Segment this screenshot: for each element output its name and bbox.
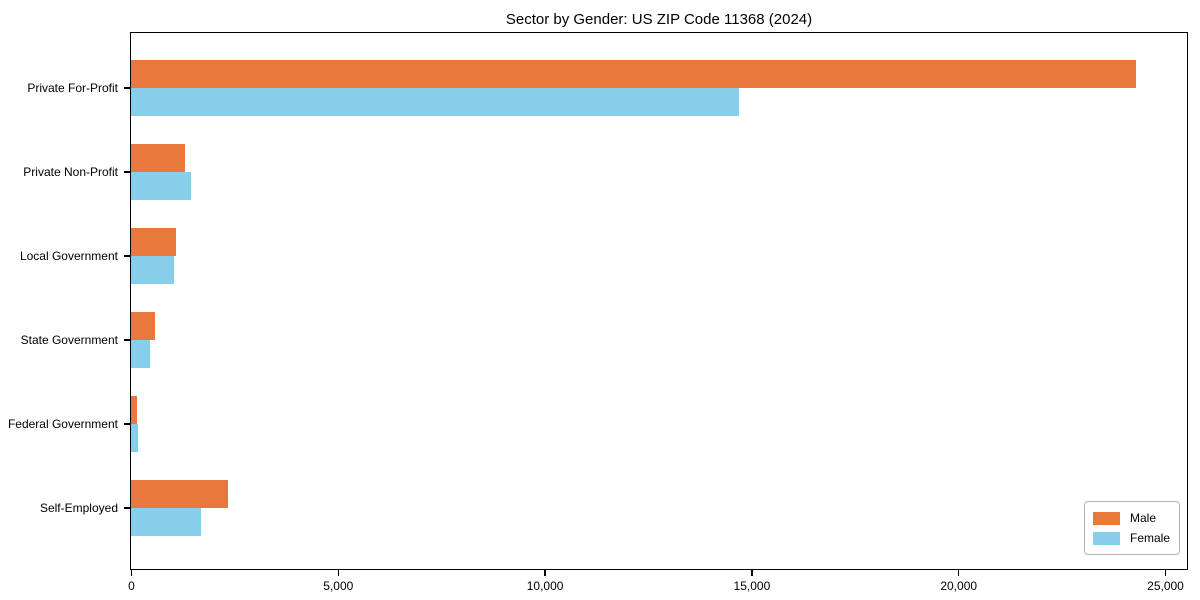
legend-patch-female [1092,531,1120,545]
x-tick-5000 [337,570,340,576]
x-tick-label-15000: 15,000 [733,579,771,593]
y-tick-label-private-non-profit: Private Non-Profit [23,165,118,179]
y-tick-state-government [124,339,130,341]
bars-layer [131,33,1187,569]
chart-title: Sector by Gender: US ZIP Code 11368 (202… [505,11,813,28]
x-tick-label-10000: 10,000 [526,579,564,593]
legend-label-male: Male [1129,511,1156,525]
legend-label-female: Female [1129,531,1170,545]
y-tick-label-federal-government: Federal Government [7,417,118,431]
bar-female-self-employed [131,507,202,536]
y-tick-label-private-for-profit: Private For-Profit [27,81,118,95]
legend: Male Female [1083,501,1180,555]
legend-row-female: Female [1092,528,1170,548]
x-tick-0 [130,570,133,576]
x-axis: 0 5,000 10,000 15,000 20,000 25,000 [128,570,1188,600]
y-axis: Private For-Profit Private Non-Profit Loca… [0,32,130,570]
y-tick-label-local-government: Local Government [19,249,118,263]
bar-male-state-government [131,311,155,340]
plot-area: Male Female [130,32,1188,570]
x-tick-20000 [957,570,960,576]
bar-male-local-government [131,227,176,256]
bar-female-federal-government [131,423,139,452]
bar-female-private-for-profit [131,87,739,116]
y-tick-label-self-employed: Self-Employed [39,501,118,515]
bar-male-self-employed [131,479,229,508]
bar-female-local-government [131,255,174,284]
bar-female-private-non-profit [131,171,191,200]
y-tick-private-non-profit [124,171,130,173]
y-tick-local-government [124,255,130,257]
x-tick-label-0: 0 [128,579,135,593]
x-tick-label-25000: 25,000 [1147,579,1184,593]
y-tick-self-employed [124,507,130,509]
bar-male-federal-government [131,395,138,424]
legend-patch-male [1092,511,1120,525]
y-tick-federal-government [124,423,130,425]
bar-male-private-non-profit [131,143,185,172]
x-tick-15000 [751,570,753,576]
bar-male-private-for-profit [131,59,1136,88]
bar-female-state-government [131,339,150,368]
x-tick-label-5000: 5,000 [323,579,354,593]
y-tick-label-state-government: State Government [20,333,118,347]
x-tick-label-20000: 20,000 [940,579,978,593]
legend-row-male: Male [1092,508,1170,528]
x-tick-10000 [544,570,546,576]
x-tick-25000 [1164,570,1167,576]
y-tick-private-for-profit [124,87,130,89]
